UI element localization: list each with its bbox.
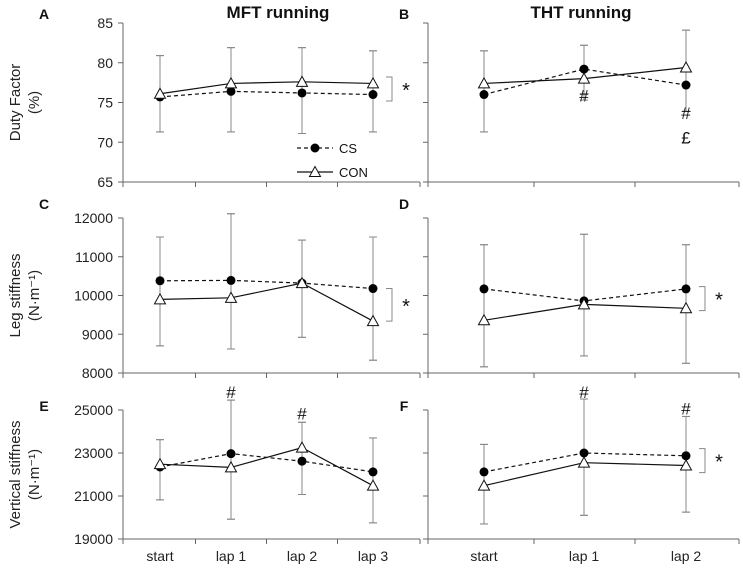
cs-point <box>479 284 489 294</box>
cs-point <box>297 456 307 466</box>
significance-mark: # <box>579 86 589 105</box>
title-mft: MFT running <box>227 3 330 22</box>
y-tick-label: 9000 <box>82 326 113 342</box>
con-point <box>477 479 491 491</box>
cs-point <box>297 88 307 98</box>
y-axis-label: Duty Factor <box>7 64 24 142</box>
panel-label-e: E <box>39 398 48 414</box>
y-axis-label: (N·m⁻¹) <box>26 270 43 321</box>
x-tick-label: lap 1 <box>216 548 247 564</box>
con-point <box>477 76 491 89</box>
cs-point <box>479 467 489 477</box>
series-line-cs <box>159 90 374 98</box>
con-point <box>295 441 309 453</box>
series-line-con <box>159 282 374 322</box>
x-tick-label: lap 1 <box>569 548 600 564</box>
cs-point <box>681 284 691 294</box>
y-tick-label: 21000 <box>74 488 113 504</box>
significance-mark: £ <box>681 128 691 147</box>
con-point <box>577 456 591 468</box>
series-line-con <box>159 81 374 95</box>
significance-bracket <box>699 448 706 474</box>
panel-label-f: F <box>400 398 409 414</box>
title-tht: THT running <box>530 3 631 22</box>
cs-point <box>681 451 691 461</box>
y-tick-label: 19000 <box>74 531 113 547</box>
series-line-con <box>159 446 374 487</box>
con-point <box>295 75 309 87</box>
significance-bracket <box>386 288 393 322</box>
cs-point <box>368 284 378 294</box>
cs-point <box>479 90 489 100</box>
y-axis-label: Leg stiffness <box>7 254 24 338</box>
con-point <box>153 457 167 470</box>
y-axis-label: (N·m⁻¹) <box>26 449 43 500</box>
significance-bracket <box>386 76 393 102</box>
con-point <box>224 76 238 89</box>
significance-mark: # <box>579 383 589 402</box>
series-line-cs <box>159 279 374 290</box>
significance-star: * <box>715 290 723 312</box>
con-point <box>224 460 238 473</box>
panel-label-b: B <box>399 6 409 22</box>
cs-point <box>368 467 378 477</box>
con-point <box>153 87 167 99</box>
y-tick-label: 10000 <box>74 288 113 304</box>
cs-point <box>226 275 236 285</box>
cs-point <box>155 276 165 286</box>
y-tick-label: 23000 <box>74 445 113 461</box>
con-point <box>577 72 591 84</box>
significance-star: * <box>715 452 723 474</box>
x-tick-label: start <box>146 548 173 564</box>
y-tick-label: 65 <box>97 174 113 190</box>
panel-label-c: C <box>39 196 49 212</box>
cs-point <box>579 448 589 458</box>
panel-label-d: D <box>399 196 409 212</box>
con-point <box>679 458 693 471</box>
y-tick-label: 80 <box>97 55 113 71</box>
x-tick-label: lap 2 <box>671 548 702 564</box>
con-point <box>366 314 380 327</box>
con-point <box>366 76 380 89</box>
significance-mark: # <box>226 383 236 402</box>
y-tick-label: 70 <box>97 134 113 150</box>
con-point <box>577 297 591 310</box>
y-tick-label: 25000 <box>74 402 113 418</box>
con-point <box>366 479 380 491</box>
legend-cs-marker <box>310 143 320 153</box>
y-tick-label: 85 <box>97 15 113 31</box>
y-tick-label: 11000 <box>75 249 113 265</box>
x-tick-label: lap 3 <box>358 548 389 564</box>
cs-point <box>226 86 236 96</box>
con-point <box>224 291 238 303</box>
y-tick-label: 8000 <box>82 365 113 381</box>
legend-con-marker <box>308 165 322 177</box>
cs-point <box>579 64 589 74</box>
con-point <box>477 313 491 326</box>
con-point <box>295 276 309 289</box>
con-point <box>679 301 693 314</box>
cs-point <box>368 90 378 100</box>
y-tick-label: 75 <box>97 95 113 111</box>
panel-label-a: A <box>39 6 49 22</box>
significance-star: * <box>402 296 410 318</box>
con-point <box>153 292 167 305</box>
cs-point <box>226 449 236 459</box>
significance-mark: # <box>681 399 691 418</box>
significance-mark: # <box>297 405 307 424</box>
significance-star: * <box>402 80 410 102</box>
significance-bracket <box>699 286 706 312</box>
significance-mark: # <box>681 104 691 123</box>
legend-cs-label: CS <box>339 141 357 156</box>
x-tick-label: lap 2 <box>287 548 318 564</box>
x-tick-label: start <box>470 548 497 564</box>
y-axis-label: Vertical stiffness <box>7 420 24 528</box>
con-point <box>679 60 693 73</box>
legend-con-label: CON <box>339 165 368 180</box>
y-axis-label: (%) <box>26 91 43 114</box>
y-tick-label: 12000 <box>74 210 113 226</box>
cs-point <box>681 80 691 90</box>
